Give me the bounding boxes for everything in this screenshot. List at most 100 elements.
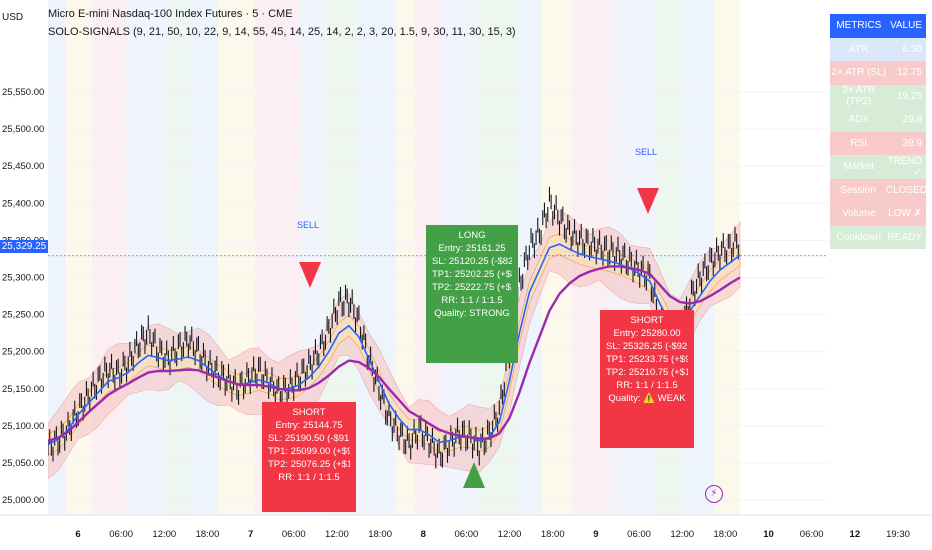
metric-value: CLOSED <box>886 184 928 196</box>
x-tick-label: 18:00 <box>196 529 220 540</box>
metric-key: 2× ATR (SL) <box>831 67 887 79</box>
x-tick-label: 06:00 <box>455 529 479 540</box>
x-tick-label: 06:00 <box>282 529 306 540</box>
short-rr: RR: 1:1 / 1:1.5 <box>278 472 340 483</box>
metric-value: 29.8 <box>902 114 922 126</box>
x-tick-label: 7 <box>248 529 253 540</box>
price-axis-bg <box>0 0 48 550</box>
session-stripe <box>168 0 189 515</box>
metrics-row: 2× ATR (SL) 12.75 <box>830 61 926 85</box>
metric-key: ADX <box>848 114 870 126</box>
time-axis[interactable]: 6 06:00 12:00 18:00 7 06:00 12:00 18:00 8 06:00 12… <box>0 514 932 550</box>
x-tick-label: 18:00 <box>713 529 737 540</box>
session-stripe <box>126 0 168 515</box>
long-sl: SL: 25120.25 (-$82.02) <box>432 256 512 267</box>
time-axis-bg <box>0 515 932 550</box>
metrics-header: METRICS VALUE <box>830 14 926 38</box>
long-entry: Entry: 25161.25 <box>438 243 506 254</box>
metric-value: LOW ✗ <box>888 208 922 220</box>
metrics-row: Cooldown READY <box>830 225 926 249</box>
x-tick-label: 06:00 <box>109 529 133 540</box>
metric-value: 39.9 <box>902 137 922 149</box>
y-tick-label: 25,100.00 <box>2 421 44 432</box>
ema-lines <box>47 243 741 446</box>
short2-quality: Quality: ⚠️ WEAK <box>608 393 686 404</box>
metric-key: Market <box>843 161 875 173</box>
sell-label: SELL <box>635 147 657 157</box>
metric-value: 12.75 <box>896 67 922 79</box>
metrics-row: Market TREND ✓ <box>830 155 926 179</box>
metric-key: Session <box>840 184 876 196</box>
x-tick-label: 12:00 <box>670 529 694 540</box>
short2-tp1: TP1: 25233.75 (+$92.37) <box>606 354 688 365</box>
sell-label: SELL <box>297 220 319 230</box>
short2-tp2: TP2: 25210.75 (+$138.56) <box>606 367 688 378</box>
metric-key: 3× ATR (TP2) <box>842 85 876 108</box>
y-tick-label: 25,150.00 <box>2 384 44 395</box>
metrics-row: ADX 29.8 <box>830 108 926 132</box>
session-stripe <box>92 0 126 515</box>
long-tp2: TP2: 25222.75 (+$123.04) <box>432 282 512 293</box>
long-arrow <box>463 462 485 488</box>
short-title: SHORT <box>292 407 326 418</box>
y-tick-label: 25,400.00 <box>2 198 44 209</box>
metrics-header-value: VALUE <box>889 20 922 32</box>
metric-value: TREND ✓ <box>887 155 922 178</box>
ema-slow-line <box>47 265 741 442</box>
short-arrow <box>299 262 321 288</box>
short-entry: Entry: 25144.75 <box>275 420 343 431</box>
metric-key: RSI <box>850 137 868 149</box>
x-tick-label: 9 <box>593 529 598 540</box>
x-tick-label: 12:00 <box>498 529 522 540</box>
x-tick-label: 12:00 <box>325 529 349 540</box>
metric-key: ATR <box>849 43 869 55</box>
metrics-row: 3× ATR (TP2) 19.25 <box>830 84 926 108</box>
metrics-row: RSI 39.9 <box>830 131 926 155</box>
metric-value: READY <box>887 231 922 243</box>
y-tick-label: 25,450.00 <box>2 161 44 172</box>
metric-key: Volume <box>842 208 876 220</box>
x-tick-label: 06:00 <box>800 529 824 540</box>
x-tick-label: 12 <box>850 529 861 540</box>
long-title: LONG <box>458 230 486 241</box>
y-tick-label: 25,300.00 <box>2 273 44 284</box>
long-quality: Quality: STRONG <box>434 308 510 319</box>
short-tp2: TP2: 25076.25 (+$137.02) <box>268 459 350 470</box>
x-tick-label: 10 <box>763 529 774 540</box>
x-tick-label: 06:00 <box>627 529 651 540</box>
x-tick-label: 19:30 <box>886 529 910 540</box>
lightning-icon[interactable]: ⚡ <box>705 485 723 503</box>
short-arrow <box>637 188 659 214</box>
y-tick-label: 25,200.00 <box>2 347 44 358</box>
currency-label: USD <box>2 12 24 23</box>
metric-value: 6.50 <box>902 43 922 55</box>
long-tp1: TP1: 25202.25 (+$82.02) <box>432 269 512 280</box>
short2-sl: SL: 25326.25 (-$92.37) <box>606 341 688 352</box>
metrics-table: METRICS VALUE ATR 6.50 2× ATR (SL) 12.75 3× … <box>830 14 928 249</box>
metrics-row: Session CLOSED <box>830 178 928 202</box>
x-tick-label: 18:00 <box>368 529 392 540</box>
short-sl: SL: 25190.50 (-$91.50) <box>268 433 350 444</box>
y-tick-label: 25,500.00 <box>2 124 44 135</box>
session-stripe <box>218 0 255 515</box>
x-tick-label: 12:00 <box>152 529 176 540</box>
y-tick-label: 25,250.00 <box>2 310 44 321</box>
short-tp1: TP1: 25099.00 (+$91.50) <box>268 446 350 457</box>
x-tick-label: 6 <box>75 529 80 540</box>
short2-rr: RR: 1:1 / 1:1.5 <box>616 380 678 391</box>
short2-entry: Entry: 25280.00 <box>613 328 681 339</box>
y-tick-label: 25,050.00 <box>2 458 44 469</box>
x-tick-label: 18:00 <box>541 529 565 540</box>
indicator-label[interactable]: SOLO-SIGNALS (9, 21, 50, 10, 22, 9, 14, … <box>48 26 516 38</box>
metrics-header-key: METRICS <box>836 20 882 32</box>
metrics-row: ATR 6.50 <box>830 37 926 61</box>
session-stripe <box>189 0 218 515</box>
metric-key: Cooldown <box>836 231 881 243</box>
x-tick-label: 8 <box>421 529 426 540</box>
chart-title: Micro E-mini Nasdaq-100 Index Futures · … <box>48 8 293 20</box>
short-signal-box-2: SHORT Entry: 25280.00 SL: 25326.25 (-$92… <box>600 310 694 448</box>
current-price-tag: 25,329.25 <box>0 240 48 253</box>
price-axis[interactable]: 25,000.00 25,050.00 25,100.00 25,150.00 25,2… <box>0 0 48 550</box>
short2-title: SHORT <box>630 315 664 326</box>
